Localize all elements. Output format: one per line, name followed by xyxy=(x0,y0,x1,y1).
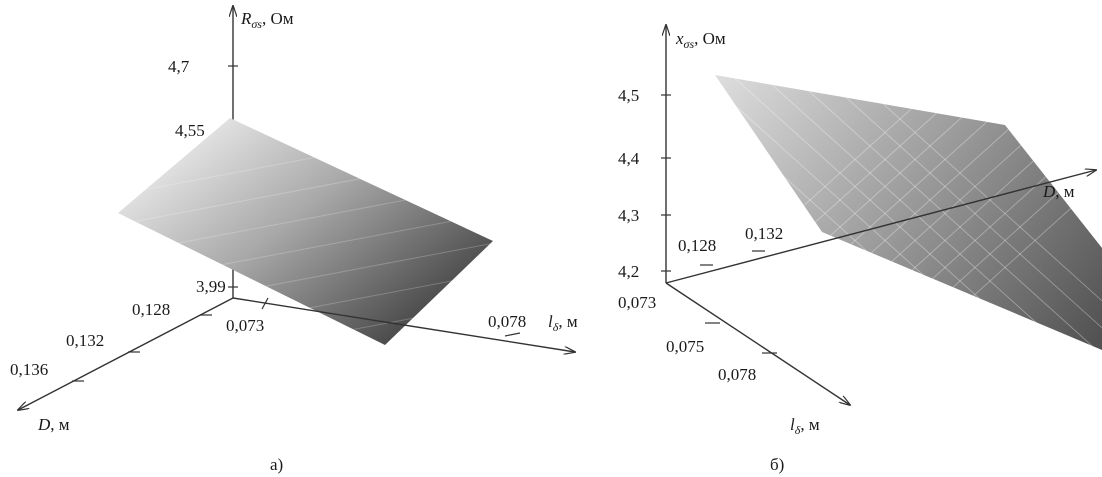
x-axis-unit-a: , м xyxy=(558,312,578,331)
z-tick-label-b-4-5: 4,5 xyxy=(618,86,639,105)
panel-caption-a: а) xyxy=(270,455,283,474)
z-tick-label-b-4-4: 4,4 xyxy=(618,149,640,168)
y-axis-symbol-a: D xyxy=(37,415,51,434)
z-axis-subscript-b: σs xyxy=(684,37,695,51)
z-axis-symbol-a: R xyxy=(240,9,252,28)
y-tick-label-a-0-136: 0,136 xyxy=(10,360,48,379)
x-axis-unit-b: , м xyxy=(800,415,820,434)
y-tick-label-b-0-128: 0,128 xyxy=(678,236,716,255)
y-axis-title-b: D, м xyxy=(1042,182,1075,201)
z-tick-label-b-4-3: 4,3 xyxy=(618,206,639,225)
y-axis-title-a: D, м xyxy=(37,415,70,434)
z-axis-title-a: Rσs, Ом xyxy=(240,9,294,31)
z-axis-unit-b: , Ом xyxy=(694,29,726,48)
panel-caption-b: б) xyxy=(770,455,784,474)
x-tick-label-b-0-073: 0,073 xyxy=(618,293,656,312)
z-tick-label-b-4-2: 4,2 xyxy=(618,262,639,281)
x-tick-label-a-0-073: 0,073 xyxy=(226,316,264,335)
z-tick-label-a-3-99: 3,99 xyxy=(196,277,226,296)
x-tick-label-b-0-075: 0,075 xyxy=(666,337,704,356)
y-axis-unit-a: , м xyxy=(50,415,70,434)
x-axis-title-b: lδ, м xyxy=(790,415,820,437)
z-axis-subscript-a: σs xyxy=(251,17,262,31)
x-axis-title-a: lδ, м xyxy=(548,312,578,334)
z-tick-label-a-4-7: 4,7 xyxy=(168,57,190,76)
z-axis-unit-a: , Ом xyxy=(262,9,294,28)
x-tick-label-a-0-078: 0,078 xyxy=(488,312,526,331)
panel-a: 4,7 4,55 3,99 0,073 0,078 0,128 0,132 0,… xyxy=(10,6,578,474)
x-tick-label-b-0-078: 0,078 xyxy=(718,365,756,384)
surface-b xyxy=(715,75,1102,350)
y-tick-label-a-0-128: 0,128 xyxy=(132,300,170,319)
y-tick-label-b-0-132: 0,132 xyxy=(745,224,783,243)
z-tick-label-a-4-55: 4,55 xyxy=(175,121,205,140)
y-tick-label-a-0-132: 0,132 xyxy=(66,331,104,350)
x-tick-a-0-078 xyxy=(505,333,520,336)
y-axis-symbol-b: D xyxy=(1042,182,1056,201)
panel-b: 4,5 4,4 4,3 4,2 0,073 0,075 0,078 0,128 … xyxy=(550,20,1102,474)
z-axis-title-b: xσs, Ом xyxy=(675,29,726,51)
y-axis-unit-b: , м xyxy=(1055,182,1075,201)
surface-a xyxy=(118,118,493,345)
